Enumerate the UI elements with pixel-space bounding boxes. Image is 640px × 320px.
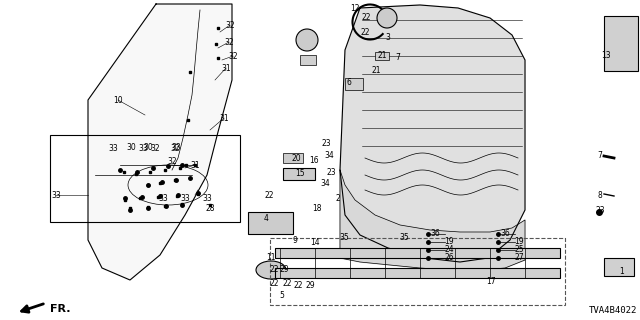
Text: 32: 32: [150, 143, 160, 153]
Text: 27: 27: [514, 252, 524, 261]
Text: 20: 20: [291, 154, 301, 163]
Bar: [275, 248, 560, 258]
Text: 29: 29: [279, 266, 289, 275]
Text: 33: 33: [138, 143, 148, 153]
Bar: [248, 212, 293, 234]
Ellipse shape: [256, 261, 286, 279]
Bar: [283, 168, 315, 180]
Bar: [50, 135, 240, 222]
Text: 31: 31: [219, 114, 229, 123]
Text: 34: 34: [320, 179, 330, 188]
Text: 32: 32: [225, 20, 235, 29]
Text: 22: 22: [293, 281, 303, 290]
Text: 15: 15: [295, 169, 305, 178]
Text: 3: 3: [385, 33, 390, 42]
Text: TVA4B4022: TVA4B4022: [589, 306, 637, 315]
Text: 33: 33: [171, 142, 181, 151]
Bar: [275, 268, 560, 278]
Polygon shape: [340, 5, 525, 262]
Text: 32: 32: [228, 52, 238, 60]
Ellipse shape: [377, 8, 397, 28]
Text: 35: 35: [399, 233, 409, 242]
Text: 24: 24: [444, 244, 454, 253]
Text: 29: 29: [305, 282, 315, 291]
Text: 22: 22: [264, 190, 274, 199]
Bar: [270, 238, 565, 305]
Polygon shape: [88, 4, 232, 280]
Text: 10: 10: [113, 95, 123, 105]
Text: 4: 4: [264, 213, 268, 222]
Text: 23: 23: [326, 167, 336, 177]
Bar: [604, 258, 634, 276]
Text: 22: 22: [282, 278, 292, 287]
Text: 36: 36: [500, 228, 510, 237]
Text: 23: 23: [595, 205, 605, 214]
Text: 32: 32: [167, 156, 177, 165]
Text: 13: 13: [601, 51, 611, 60]
Text: 33: 33: [158, 194, 168, 203]
Text: 14: 14: [310, 237, 320, 246]
Text: 22: 22: [269, 266, 279, 275]
Polygon shape: [340, 170, 525, 270]
Text: 33: 33: [51, 190, 61, 199]
Text: 25: 25: [514, 244, 524, 253]
Text: 33: 33: [202, 194, 212, 203]
Text: 22: 22: [361, 12, 371, 21]
Text: 18: 18: [312, 204, 322, 212]
Text: 9: 9: [292, 236, 298, 244]
Text: 36: 36: [430, 228, 440, 237]
Text: 30: 30: [143, 142, 153, 151]
Text: 33: 33: [180, 194, 190, 203]
Bar: [300, 55, 316, 65]
Text: 21: 21: [377, 51, 387, 60]
Text: 22: 22: [269, 278, 279, 287]
Text: 5: 5: [280, 291, 284, 300]
Text: 17: 17: [486, 277, 496, 286]
Text: 35: 35: [339, 233, 349, 242]
Text: 19: 19: [444, 236, 454, 245]
Text: 6: 6: [347, 77, 351, 86]
Bar: [283, 153, 303, 163]
Text: 31: 31: [190, 161, 200, 170]
Text: 8: 8: [598, 190, 602, 199]
Text: 19: 19: [514, 236, 524, 245]
Text: 30: 30: [126, 142, 136, 151]
Bar: [345, 78, 363, 90]
Text: 21: 21: [371, 66, 381, 75]
Bar: [375, 52, 389, 60]
Text: 32: 32: [224, 37, 234, 46]
Text: 1: 1: [620, 268, 625, 276]
Text: 28: 28: [205, 204, 215, 212]
Text: 22: 22: [360, 28, 370, 36]
Text: 16: 16: [309, 156, 319, 164]
Text: 32: 32: [170, 143, 180, 153]
Text: FR.: FR.: [50, 304, 70, 314]
Text: 23: 23: [321, 139, 331, 148]
Text: 31: 31: [221, 63, 231, 73]
Ellipse shape: [296, 29, 318, 51]
Bar: [604, 16, 638, 71]
Text: 7: 7: [598, 150, 602, 159]
Text: 11: 11: [266, 253, 276, 262]
Text: 12: 12: [350, 4, 360, 12]
Text: 7: 7: [396, 52, 401, 61]
Text: 33: 33: [108, 143, 118, 153]
Text: 26: 26: [444, 252, 454, 261]
Text: 2: 2: [335, 194, 340, 203]
Text: 34: 34: [324, 150, 334, 159]
